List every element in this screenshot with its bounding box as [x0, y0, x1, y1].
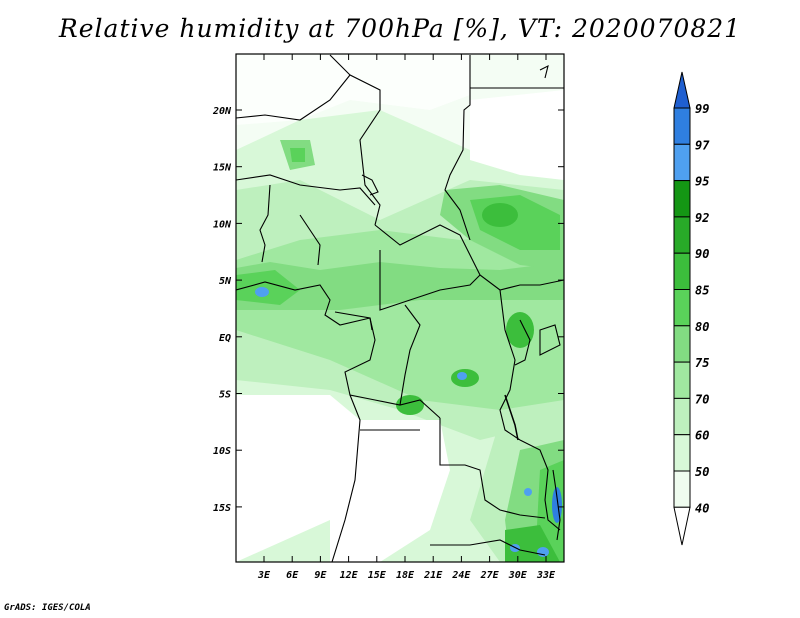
lat-label: EQ — [219, 333, 231, 344]
colorbar-segment — [673, 252, 691, 290]
lat-label: 10N — [213, 219, 232, 230]
lon-label: 6E — [286, 570, 299, 581]
colorbar-segment — [673, 216, 691, 254]
lon-label: 24E — [451, 570, 471, 581]
country-borders — [236, 54, 564, 562]
colorbar-segment — [673, 289, 691, 327]
colorbar-label: 40 — [695, 501, 709, 515]
colorbar: 99 97 95 92 90 85 80 75 70 60 50 40 — [673, 71, 710, 546]
colorbar-segment — [673, 434, 691, 472]
colorbar-segment — [673, 325, 691, 363]
lon-label: 3E — [257, 570, 271, 581]
colorbar-segment — [673, 143, 691, 182]
colorbar-label: 50 — [695, 465, 709, 479]
colorbar-bottom-arrow — [673, 506, 691, 546]
colorbar-segment — [673, 107, 691, 145]
colorbar-label: 85 — [695, 284, 709, 298]
colorbar-label: 99 — [695, 102, 709, 116]
credit-label: GrADS: IGES/COLA — [4, 603, 91, 613]
lon-label: 12E — [340, 570, 359, 581]
map-frame — [235, 53, 565, 563]
colorbar-segment — [673, 397, 691, 436]
lon-label: 30E — [508, 570, 528, 581]
latitude-axis: 20N 15N 10N 5N EQ 5S 10S 15S — [212, 106, 564, 514]
colorbar-label: 70 — [695, 392, 709, 406]
lon-label: 27E — [480, 570, 500, 581]
colorbar-segment — [673, 470, 691, 508]
lon-label: 21E — [423, 570, 443, 581]
longitude-axis: 3E 6E 9E 12E 15E 18E 21E 24E 27E 30E 33E — [257, 54, 556, 581]
colorbar-label: 75 — [695, 356, 709, 370]
lat-label: 15N — [213, 163, 232, 174]
colorbar-segment — [673, 180, 691, 218]
colorbar-label: 90 — [695, 247, 709, 261]
lat-label: 15S — [213, 503, 231, 514]
colorbar-label: 80 — [695, 320, 709, 334]
chart-title: Relative humidity at 700hPa [%], VT: 202… — [58, 14, 742, 43]
colorbar-label: 95 — [695, 175, 709, 189]
lon-label: 15E — [368, 570, 387, 581]
lat-label: 5S — [219, 390, 231, 401]
colorbar-label: 60 — [695, 429, 709, 443]
lon-label: 9E — [314, 570, 327, 581]
lat-label: 5N — [219, 276, 232, 287]
colorbar-label: 97 — [695, 138, 710, 152]
lat-label: 20N — [212, 106, 232, 117]
humidity-field — [236, 54, 564, 562]
colorbar-segment — [673, 361, 691, 399]
colorbar-top-arrow — [673, 71, 691, 109]
lon-label: 33E — [536, 570, 556, 581]
lat-label: 10S — [213, 446, 231, 457]
lon-label: 18E — [396, 570, 415, 581]
colorbar-label: 92 — [695, 211, 709, 225]
